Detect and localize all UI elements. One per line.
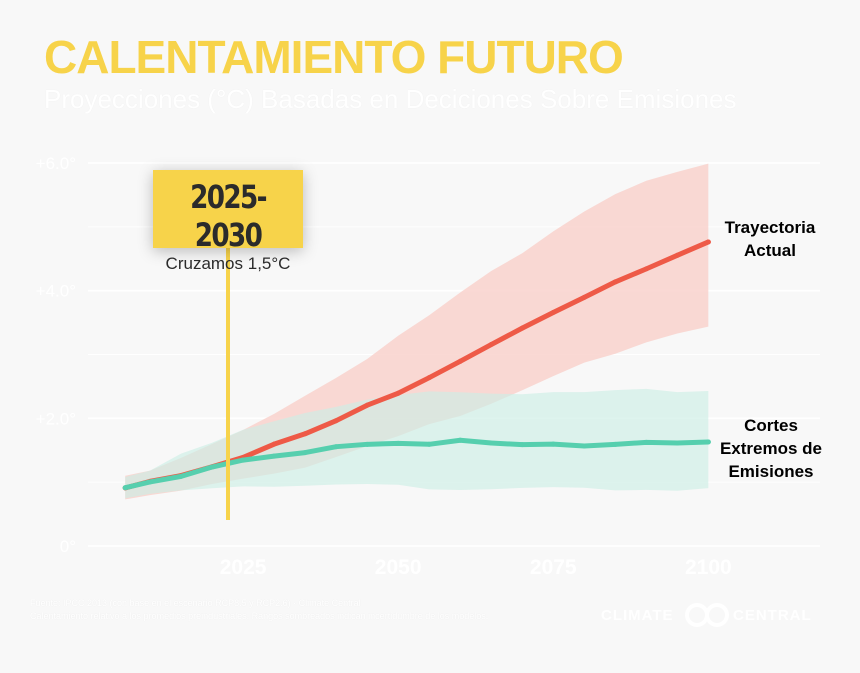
x-tick-label: 2100 — [685, 556, 732, 579]
y-tick-label: +6.0° — [36, 154, 76, 173]
chart-subtitle: Proyecciones (°C) Basadas en Deciciones … — [44, 84, 737, 114]
series-line — [122, 437, 711, 491]
data-point — [643, 439, 649, 445]
source-line-1: Fuente: IPCC 2013 (con base en el escena… — [30, 598, 361, 608]
x-tick-label: 2075 — [530, 556, 577, 579]
y-tick-label: 0° — [60, 537, 76, 556]
label-trajectory: Trayectoria Actual — [710, 216, 830, 262]
chart-title: CALENTAMIENTO FUTURO — [44, 31, 624, 83]
data-point — [550, 310, 556, 316]
label-cuts-line-2: Extremos de — [719, 439, 823, 458]
data-point — [364, 402, 370, 408]
data-point — [271, 453, 277, 459]
y-tick-label: +2.0° — [36, 409, 76, 428]
callout-range: 2025-2030 — [190, 178, 267, 254]
data-point — [488, 342, 494, 348]
data-point — [519, 325, 525, 331]
line-layer — [122, 239, 711, 491]
data-point — [426, 441, 432, 447]
data-point — [612, 279, 618, 285]
x-tick-label: 2025 — [220, 556, 267, 579]
data-point — [302, 450, 308, 456]
data-point — [271, 441, 277, 447]
data-point — [302, 431, 308, 437]
data-point — [674, 440, 680, 446]
callout-text: Cruzamos 1,5°C — [165, 254, 291, 273]
data-point — [457, 437, 463, 443]
label-cuts: Cortes Extremos de Emisiones — [706, 414, 836, 483]
data-point — [178, 473, 184, 479]
data-point — [488, 440, 494, 446]
label-cuts-line-1: Cortes — [744, 416, 798, 435]
data-point — [395, 390, 401, 396]
logo-rings-icon — [685, 603, 729, 627]
data-point — [581, 294, 587, 300]
data-point — [612, 441, 618, 447]
tick-layer: 0° +2.0° +4.0° +6.0° 2025 2050 2075 2100 — [36, 154, 732, 579]
data-point — [519, 442, 525, 448]
source-note: Fuente: IPCC 2013 (con base en el escena… — [30, 597, 510, 623]
uncertainty-band — [125, 163, 709, 500]
data-point — [643, 266, 649, 272]
x-tick-label: 2050 — [375, 556, 422, 579]
climate-central-logo: CLIMATE CENTRAL — [601, 602, 821, 628]
source-line-2: Calentamiento relativo a los promedios p… — [30, 611, 489, 621]
logo-word-left: CLIMATE — [601, 607, 674, 624]
data-point — [426, 375, 432, 381]
data-point — [705, 439, 711, 445]
data-point — [209, 464, 215, 470]
data-point — [550, 441, 556, 447]
data-point — [364, 441, 370, 447]
callout-box: 2025-2030 Cruzamos 1,5°C — [153, 170, 303, 273]
data-point — [147, 479, 153, 485]
data-point — [705, 239, 711, 245]
data-point — [122, 485, 128, 491]
data-point — [457, 358, 463, 364]
data-point — [333, 444, 339, 450]
data-point — [674, 252, 680, 258]
data-point — [240, 457, 246, 463]
y-tick-label: +4.0° — [36, 282, 76, 301]
logo-word-right: CENTRAL — [733, 607, 812, 624]
data-point — [395, 440, 401, 446]
label-trajectory-line-1: Trayectoria — [724, 218, 816, 237]
label-trajectory-line-2: Actual — [744, 241, 796, 260]
data-point — [581, 443, 587, 449]
label-cuts-line-3: Emisiones — [728, 462, 814, 481]
data-point — [333, 418, 339, 424]
